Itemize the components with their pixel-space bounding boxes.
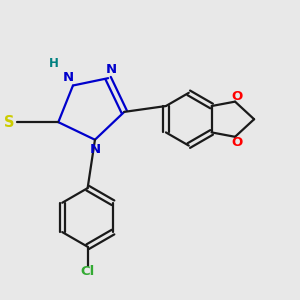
Text: Cl: Cl [80,265,95,278]
Text: H: H [49,57,59,70]
Text: N: N [89,142,100,156]
Text: O: O [231,90,242,103]
Text: N: N [63,71,74,84]
Text: O: O [231,136,242,148]
Text: N: N [106,63,117,76]
Text: S: S [4,115,14,130]
